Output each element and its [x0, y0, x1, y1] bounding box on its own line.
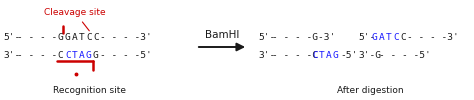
- Text: C: C: [312, 52, 318, 60]
- Text: G: G: [333, 52, 339, 60]
- Text: G: G: [65, 32, 71, 42]
- Text: -5': -5': [340, 52, 357, 60]
- Text: - - - -: - - - -: [17, 32, 57, 42]
- Text: T: T: [386, 32, 392, 42]
- Text: - - - -3': - - - -3': [407, 32, 459, 42]
- Text: G: G: [57, 32, 63, 42]
- Text: A: A: [326, 52, 332, 60]
- Text: BamHI: BamHI: [205, 30, 239, 40]
- Text: T: T: [79, 32, 85, 42]
- Text: C: C: [400, 32, 406, 42]
- Text: - - - -5': - - - -5': [100, 52, 152, 60]
- Text: G: G: [93, 52, 99, 60]
- Text: After digestion: After digestion: [337, 86, 403, 95]
- Text: A: A: [79, 52, 85, 60]
- Text: - - - -C: - - - -C: [272, 52, 318, 60]
- Text: C: C: [86, 32, 92, 42]
- Text: C: C: [57, 52, 63, 60]
- Text: C: C: [93, 32, 99, 42]
- Text: 3'-: 3'-: [3, 52, 20, 60]
- Text: 5'-: 5'-: [358, 32, 375, 42]
- Text: C: C: [393, 32, 399, 42]
- Text: Cleavage site: Cleavage site: [44, 8, 106, 31]
- Text: - - - -: - - - -: [17, 52, 57, 60]
- Text: T: T: [72, 52, 78, 60]
- Text: - - - -3': - - - -3': [100, 32, 152, 42]
- Text: C: C: [65, 52, 71, 60]
- Text: 5'-: 5'-: [258, 32, 275, 42]
- Text: G: G: [86, 52, 92, 60]
- Text: Recognition site: Recognition site: [54, 86, 127, 95]
- Text: - - - -5': - - - -5': [379, 52, 431, 60]
- Text: A: A: [72, 32, 78, 42]
- Text: 5'-: 5'-: [3, 32, 20, 42]
- Text: T: T: [319, 52, 325, 60]
- Text: A: A: [379, 32, 385, 42]
- Text: G: G: [372, 32, 378, 42]
- Text: 3'-: 3'-: [258, 52, 275, 60]
- Text: 3'-G: 3'-G: [358, 52, 381, 60]
- Text: - - - -G-3': - - - -G-3': [272, 32, 335, 42]
